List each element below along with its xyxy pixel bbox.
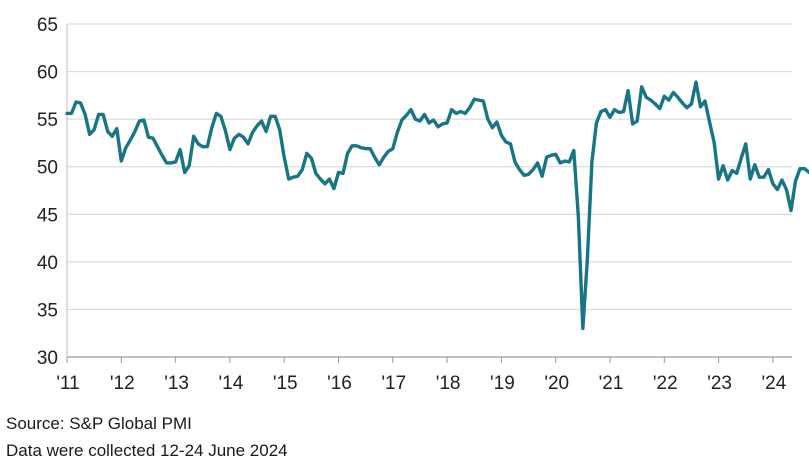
y-tick-label: 50: [37, 158, 58, 179]
y-tick-label: 45: [37, 205, 58, 226]
x-tick-label: '14: [219, 373, 244, 394]
x-axis: '11 '12 '13 '14 '15 '16 '17 '18 '19 '20 '21 '22 '23 '…: [56, 24, 792, 394]
y-tick-label: 60: [37, 63, 58, 84]
x-tick-label: '17: [381, 373, 406, 394]
x-tick-label: '15: [273, 373, 298, 394]
y-tick-label: 30: [37, 348, 58, 369]
series-line-0: [65, 80, 809, 331]
x-tick-label: '12: [110, 373, 135, 394]
y-axis-tick-labels: 30 35 40 45 50 55 60 65: [37, 15, 58, 369]
x-tick-label: '19: [490, 373, 515, 394]
y-tick-label: 35: [37, 300, 58, 321]
chart-notes: Source: S&P Global PMI Data were collect…: [6, 410, 288, 464]
x-tick-label: '11: [56, 373, 79, 394]
y-tick-label: 65: [37, 15, 58, 36]
chart-gridlines: [67, 23, 792, 310]
x-tick-label: '21: [599, 373, 624, 394]
x-tick-label: '22: [653, 373, 678, 394]
x-tick-label: '23: [707, 373, 732, 394]
y-tick-label: 55: [37, 110, 58, 131]
collection-date-note: Data were collected 12-24 June 2024: [6, 441, 288, 460]
y-tick-label: 40: [37, 253, 58, 274]
data-series: [65, 80, 809, 331]
x-tick-label: '18: [436, 373, 461, 394]
x-tick-label: '13: [164, 373, 189, 394]
x-tick-label: '20: [544, 373, 569, 394]
source-note: Source: S&P Global PMI: [6, 414, 192, 433]
x-tick-label: '24: [762, 373, 787, 394]
x-tick-label: '16: [327, 373, 352, 394]
